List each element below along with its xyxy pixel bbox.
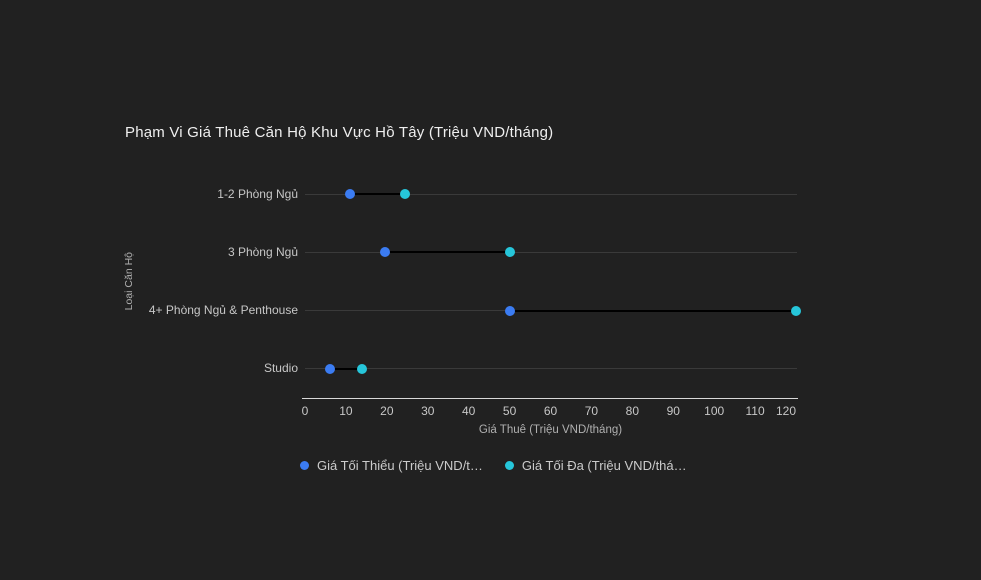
y-category-label: 3 Phòng Ngủ (227, 244, 298, 259)
range-connector (509, 309, 796, 312)
chart-title: Phạm Vi Giá Thuê Căn Hộ Khu Vực Hồ Tây (… (125, 124, 554, 141)
x-tick-label: 80 (625, 404, 639, 418)
x-tick-label: 30 (421, 404, 435, 418)
range-connector (384, 251, 510, 254)
y-category-label: Studio (263, 361, 298, 376)
x-tick-label: 120 (775, 404, 797, 418)
max-price-point[interactable] (791, 305, 801, 316)
min-price-point[interactable] (345, 189, 355, 200)
legend-series-label: Giá Tối Đa (Triệu VND/thá… (521, 457, 687, 473)
category-gridline (305, 251, 797, 253)
legend-item[interactable]: Giá Tối Đa (Triệu VND/thá… (504, 457, 687, 473)
x-tick-label: 100 (704, 404, 725, 418)
x-tick-label: 40 (461, 404, 476, 418)
range-connector (329, 367, 363, 370)
y-axis-title: Loại Căn Hộ (121, 165, 137, 398)
min-price-point[interactable] (379, 247, 390, 258)
x-axis-line (302, 398, 798, 399)
category-gridline (305, 193, 797, 195)
x-tick-label: 10 (339, 404, 353, 418)
x-tick-label: 60 (543, 404, 558, 418)
min-price-point[interactable] (504, 305, 515, 316)
x-axis-title: Giá Thuê (Triệu VND/tháng) (478, 424, 623, 436)
category-gridline (305, 368, 797, 370)
y-category-label: 4+ Phòng Ngủ & Penthouse (148, 303, 298, 318)
x-tick-label: 70 (584, 404, 599, 418)
y-category-label: 1-2 Phòng Ngủ (217, 186, 298, 201)
x-tick-label: 0 (301, 404, 309, 418)
legend-series-label: Giá Tối Thiểu (Triệu VND/t… (317, 457, 483, 473)
max-price-point[interactable] (504, 247, 515, 258)
legend: Giá Tối Thiểu (Triệu VND/t… Giá Tối Đa (T… (300, 456, 687, 474)
x-tick-label: 110 (745, 404, 765, 418)
min-price-point[interactable] (324, 363, 335, 374)
x-tick-label: 20 (380, 404, 394, 418)
max-price-point[interactable] (357, 363, 368, 374)
y-axis-title-text: Loại Căn Hộ (123, 252, 135, 311)
legend-series-dot (504, 460, 514, 470)
x-tick-label: 50 (502, 404, 517, 418)
max-price-point[interactable] (400, 189, 411, 200)
range-connector (350, 193, 406, 196)
x-tick-label: 90 (666, 404, 680, 418)
legend-series-dot (300, 460, 309, 470)
legend-item[interactable]: Giá Tối Thiểu (Triệu VND/t… (300, 458, 483, 473)
